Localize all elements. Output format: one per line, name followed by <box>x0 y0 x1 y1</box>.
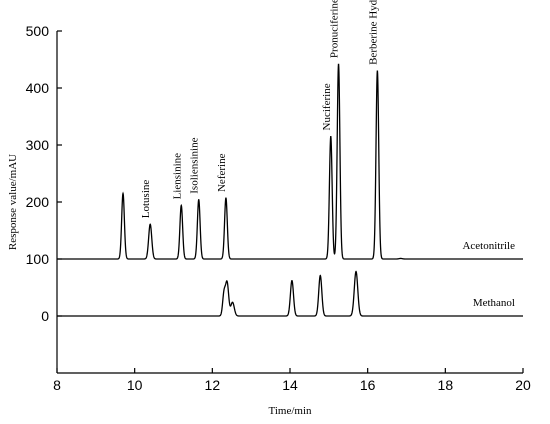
x-tick-label: 18 <box>438 377 454 393</box>
peak-label: Isoliensinine <box>189 137 201 193</box>
x-tick-label: 20 <box>515 377 531 393</box>
x-tick-label: 10 <box>127 377 143 393</box>
peak-label: Lotusine <box>140 180 152 219</box>
peak-label: Liensinine <box>171 153 183 200</box>
trace-label: Methanol <box>473 297 515 309</box>
x-tick-label: 14 <box>282 377 298 393</box>
y-axis-title: Response value/mAU <box>7 154 19 250</box>
y-tick-label: 200 <box>26 194 50 210</box>
traces <box>57 63 523 317</box>
x-tick-label: 8 <box>53 377 61 393</box>
peak-label: Berberine Hydrochloride <box>367 0 379 65</box>
y-tick-label: 300 <box>26 137 50 153</box>
trace-acetonitrile <box>57 63 523 260</box>
labels: Lotusine Liensinine Isoliensinine Neferine N… <box>140 0 515 309</box>
peak-label: Neferine <box>216 153 228 192</box>
y-tick-label: 500 <box>26 23 50 39</box>
x-tick-label: 12 <box>205 377 221 393</box>
peak-label: Nuciferine <box>321 83 333 130</box>
peak-label: Pronuciferine <box>329 0 341 58</box>
x-axis-title: Time/min <box>269 405 312 417</box>
y-tick-label: 400 <box>26 80 50 96</box>
y-tick-label: 100 <box>26 251 50 267</box>
y-tick-label: 0 <box>41 308 49 324</box>
x-tick-label: 16 <box>360 377 376 393</box>
trace-methanol <box>57 270 523 317</box>
trace-label: Acetonitrile <box>462 240 515 252</box>
